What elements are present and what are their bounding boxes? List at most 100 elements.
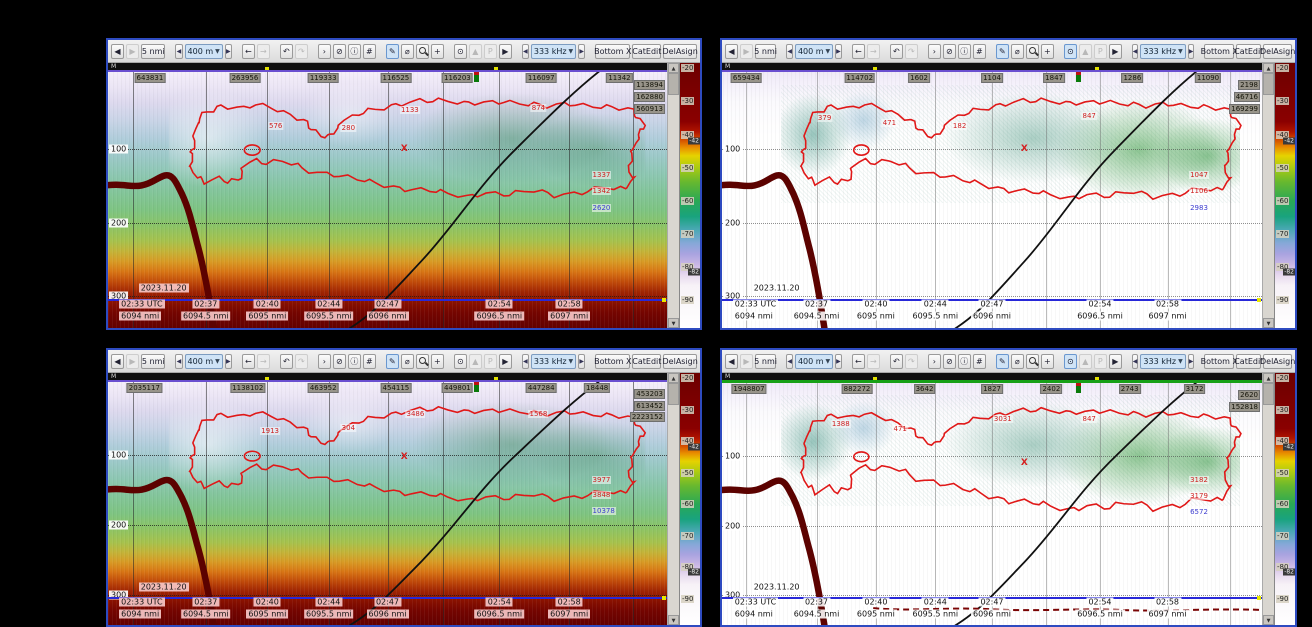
info-button[interactable]: ⓘ <box>957 353 971 369</box>
p-button[interactable]: P <box>1093 353 1107 369</box>
catedit-button[interactable]: CatEdit <box>1234 353 1263 369</box>
freq-step-up-button[interactable]: ▶ <box>578 43 586 59</box>
echogram-area[interactable]: M 2035117 1138102 463952 454115 449801 447284… <box>108 373 667 625</box>
prev-ping-button[interactable]: ◀ <box>111 43 124 59</box>
redo-button[interactable]: ↷ <box>904 353 918 369</box>
pan-left-button[interactable]: ← <box>241 353 255 369</box>
vertical-scrollbar[interactable]: ▲ ▼ <box>1262 373 1274 625</box>
bottom-x-button[interactable]: Bottom X <box>1201 43 1238 59</box>
vertical-range-select[interactable]: 400 m ▼ <box>184 43 223 59</box>
scrollbar-thumb[interactable] <box>668 73 679 95</box>
scroll-up-icon[interactable]: ▲ <box>668 63 679 73</box>
scrollbar-thumb[interactable] <box>1263 73 1274 95</box>
distance-range-button[interactable]: 5 nmi <box>141 353 166 369</box>
hash-button[interactable]: # <box>362 43 376 59</box>
raise-button[interactable]: ▲ <box>1078 353 1092 369</box>
add-tool-button[interactable]: + <box>1040 353 1054 369</box>
pan-left-button[interactable]: ← <box>851 43 865 59</box>
next-school-button[interactable]: › <box>317 43 331 59</box>
echogram-area[interactable]: M 643831 263956 119333 116525 116203 116097 11… <box>108 63 667 328</box>
undo-button[interactable]: ↶ <box>279 43 293 59</box>
range-step-down-button[interactable]: ◀ <box>786 353 793 369</box>
scrollbar-thumb[interactable] <box>1263 383 1274 405</box>
distance-range-button[interactable]: 5 nmi <box>754 43 777 59</box>
add-tool-button[interactable]: + <box>1040 43 1054 59</box>
pan-right-button[interactable]: → <box>256 353 270 369</box>
scrollbar-track[interactable] <box>668 95 679 318</box>
scrollbar-thumb[interactable] <box>668 383 679 405</box>
pencil-tool-button[interactable]: ✎ <box>385 353 399 369</box>
undo-button[interactable]: ↶ <box>279 353 293 369</box>
echogram-plot[interactable]: 659434 114702 1602 1104 1847 1286 11090 2198 46… <box>722 72 1262 328</box>
erase-tool-button[interactable]: ⌀ <box>1010 353 1024 369</box>
range-step-up-button[interactable]: ▶ <box>224 43 232 59</box>
vertical-range-select[interactable]: 400 m ▼ <box>794 43 834 59</box>
vertical-range-select[interactable]: 400 m ▼ <box>184 353 223 369</box>
freq-step-up-button[interactable]: ▶ <box>1187 43 1195 59</box>
prev-ping-button[interactable]: ◀ <box>725 353 738 369</box>
pan-right-button[interactable]: → <box>866 43 880 59</box>
play-button[interactable]: ▶ <box>1108 43 1122 59</box>
pan-right-button[interactable]: → <box>866 353 880 369</box>
frequency-select[interactable]: 333 kHz ▼ <box>1140 43 1186 59</box>
timer-button[interactable]: ⊙ <box>1063 43 1077 59</box>
exclude-button[interactable]: ⊘ <box>942 43 956 59</box>
bottom-x-button[interactable]: Bottom X <box>594 43 631 59</box>
hash-button[interactable]: # <box>972 353 986 369</box>
next-ping-button[interactable]: ▶ <box>740 353 753 369</box>
exclude-button[interactable]: ⊘ <box>942 353 956 369</box>
undo-button[interactable]: ↶ <box>889 43 903 59</box>
info-button[interactable]: ⓘ <box>957 43 971 59</box>
scroll-up-icon[interactable]: ▲ <box>1263 63 1274 73</box>
pencil-tool-button[interactable]: ✎ <box>995 43 1009 59</box>
p-button[interactable]: P <box>483 43 497 59</box>
echogram-plot[interactable]: 643831 263956 119333 116525 116203 116097 1134… <box>108 72 667 328</box>
redo-button[interactable]: ↷ <box>294 353 308 369</box>
scroll-up-icon[interactable]: ▲ <box>1263 373 1274 383</box>
scroll-down-icon[interactable]: ▼ <box>668 318 679 328</box>
scroll-up-icon[interactable]: ▲ <box>668 373 679 383</box>
magnifier-tool-button[interactable] <box>1025 353 1039 369</box>
range-step-up-button[interactable]: ▶ <box>224 353 232 369</box>
next-school-button[interactable]: › <box>927 353 941 369</box>
delassign-button[interactable]: DelAsign <box>1260 43 1295 59</box>
pencil-tool-button[interactable]: ✎ <box>995 353 1009 369</box>
pan-left-button[interactable]: ← <box>241 43 255 59</box>
timer-button[interactable]: ⊙ <box>1063 353 1077 369</box>
freq-step-up-button[interactable]: ▶ <box>1187 353 1195 369</box>
delassign-button[interactable]: DelAsign <box>663 353 698 369</box>
redo-button[interactable]: ↷ <box>294 43 308 59</box>
magnifier-tool-button[interactable] <box>1025 43 1039 59</box>
scroll-down-icon[interactable]: ▼ <box>1263 318 1274 328</box>
next-ping-button[interactable]: ▶ <box>740 43 753 59</box>
magnifier-tool-button[interactable] <box>415 353 429 369</box>
pan-right-button[interactable]: → <box>256 43 270 59</box>
freq-step-down-button[interactable]: ◀ <box>1131 353 1139 369</box>
raise-button[interactable]: ▲ <box>468 43 482 59</box>
scroll-down-icon[interactable]: ▼ <box>1263 615 1274 625</box>
scroll-down-icon[interactable]: ▼ <box>668 615 679 625</box>
next-ping-button[interactable]: ▶ <box>126 43 139 59</box>
distance-range-button[interactable]: 5 nmi <box>141 43 166 59</box>
add-tool-button[interactable]: + <box>430 43 444 59</box>
p-button[interactable]: P <box>1093 43 1107 59</box>
vertical-scrollbar[interactable]: ▲ ▼ <box>1262 63 1274 328</box>
range-step-down-button[interactable]: ◀ <box>175 353 183 369</box>
freq-step-down-button[interactable]: ◀ <box>521 43 529 59</box>
pencil-tool-button[interactable]: ✎ <box>385 43 399 59</box>
next-school-button[interactable]: › <box>927 43 941 59</box>
scrollbar-track[interactable] <box>668 405 679 615</box>
next-ping-button[interactable]: ▶ <box>126 353 139 369</box>
timer-button[interactable]: ⊙ <box>453 43 467 59</box>
vertical-scrollbar[interactable]: ▲ ▼ <box>667 373 679 625</box>
info-button[interactable]: ⓘ <box>347 43 361 59</box>
echogram-plot[interactable]: 2035117 1138102 463952 454115 449801 447284 18… <box>108 382 667 625</box>
range-step-down-button[interactable]: ◀ <box>786 43 793 59</box>
prev-ping-button[interactable]: ◀ <box>111 353 124 369</box>
next-school-button[interactable]: › <box>317 353 331 369</box>
delassign-button[interactable]: DelAsign <box>1260 353 1295 369</box>
distance-range-button[interactable]: 5 nmi <box>754 353 777 369</box>
magnifier-tool-button[interactable] <box>415 43 429 59</box>
timer-button[interactable]: ⊙ <box>453 353 467 369</box>
raise-button[interactable]: ▲ <box>468 353 482 369</box>
